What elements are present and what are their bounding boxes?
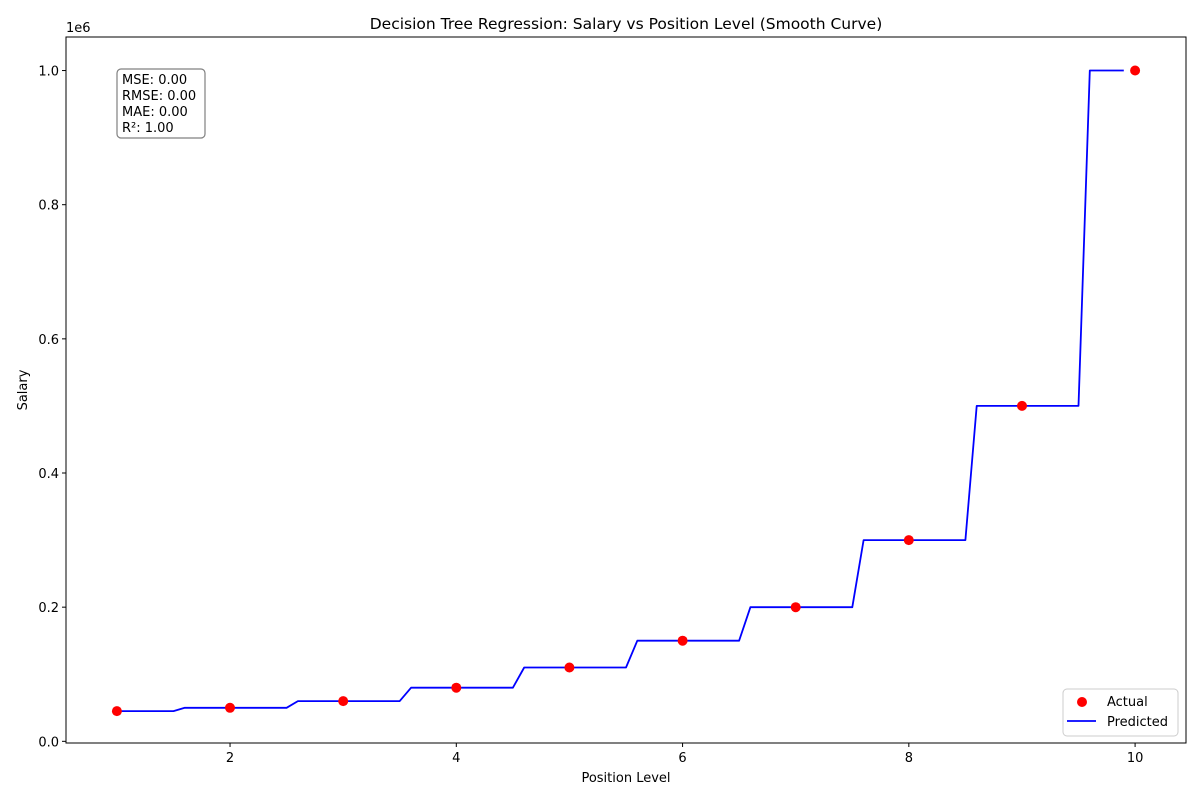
y-tick-label-1: 0.2	[38, 601, 59, 616]
actual-point-8	[903, 535, 914, 546]
metric-r2: R²: 1.00	[122, 121, 174, 136]
actual-point-3	[338, 696, 349, 707]
actual-point-4	[451, 682, 462, 693]
predicted-line	[116, 69, 1124, 712]
x-tick-label-8: 8	[905, 751, 913, 766]
y-axis-label: Salary	[16, 369, 31, 410]
y-offset-text: 1e6	[66, 21, 91, 36]
legend: Actual Predicted	[1062, 688, 1179, 737]
plot-area: 2 4 6 8 10 0.0 0.2 0.4 0.6 0.8 1.0	[38, 36, 1187, 766]
y-tick-label-5: 1.0	[38, 65, 59, 80]
actual-point-5	[564, 662, 575, 673]
actual-point-9	[1017, 400, 1027, 411]
x-axis-label: Position Level	[581, 771, 670, 786]
y-tick-label-2: 0.4	[38, 467, 59, 482]
actual-point-7	[790, 602, 801, 613]
y-tick-label-4: 0.8	[38, 199, 59, 214]
metric-rmse: RMSE: 0.00	[122, 89, 196, 104]
y-tick-label-3: 0.6	[38, 333, 59, 348]
metrics-box: MSE: 0.00 RMSE: 0.00 MAE: 0.00 R²: 1.00	[116, 68, 206, 139]
y-tick-label-0: 0.0	[38, 735, 59, 750]
legend-predicted-label: Predicted	[1107, 715, 1168, 730]
legend-actual-label: Actual	[1107, 695, 1148, 710]
metric-mae: MAE: 0.00	[122, 105, 188, 120]
legend-frame	[1062, 688, 1179, 737]
metrics-box-frame	[116, 68, 206, 139]
x-tick-label-10: 10	[1127, 751, 1144, 766]
x-tick-label-6: 6	[678, 751, 686, 766]
metric-mse: MSE: 0.00	[122, 73, 187, 88]
x-tick-label-2: 2	[226, 751, 234, 766]
actual-point-10	[1130, 65, 1141, 76]
actual-point-2	[225, 702, 235, 713]
legend-actual-marker	[1077, 697, 1087, 707]
chart-title: Decision Tree Regression: Salary vs Posi…	[370, 15, 883, 33]
actual-point-6	[677, 635, 688, 646]
axes-frame	[65, 36, 1187, 744]
actual-point-1	[111, 706, 122, 717]
x-tick-label-4: 4	[452, 751, 460, 766]
